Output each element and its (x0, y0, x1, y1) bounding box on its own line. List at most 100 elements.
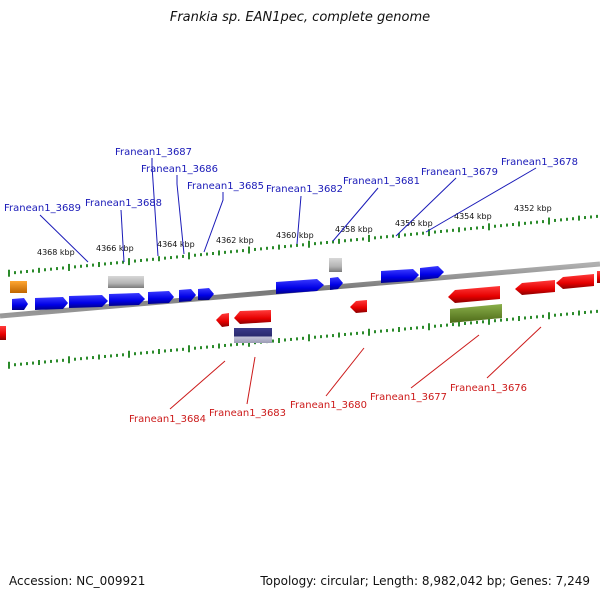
major-tick (248, 246, 250, 254)
major-tick (308, 240, 310, 248)
minor-tick (500, 224, 502, 228)
minor-tick (500, 318, 502, 322)
gene-label[interactable]: Franean1_3685 (187, 181, 264, 192)
minor-tick (26, 269, 28, 273)
gene-label[interactable]: Franean1_3680 (290, 400, 367, 411)
minor-tick (38, 360, 40, 366)
minor-tick (74, 265, 76, 269)
minor-tick (140, 258, 142, 262)
gene-label[interactable]: Franean1_3689 (4, 203, 81, 214)
minor-tick (470, 227, 472, 231)
leader-line (120, 209, 125, 263)
leader-line (176, 175, 185, 255)
minor-tick (518, 221, 520, 227)
minor-tick (446, 229, 448, 233)
minor-tick (218, 343, 220, 349)
navy-gene[interactable] (234, 328, 272, 343)
gene-arrow-reverse[interactable] (515, 280, 555, 295)
gene-label[interactable]: Franean1_3677 (370, 392, 447, 403)
minor-tick (560, 218, 562, 222)
gene-arrow-forward[interactable] (69, 295, 108, 308)
gene-arrow-forward[interactable] (179, 289, 196, 302)
gene-arrow-reverse[interactable] (597, 271, 600, 283)
leader-line (151, 158, 159, 257)
minor-tick (50, 359, 52, 363)
gene-arrow-reverse[interactable] (216, 313, 229, 327)
minor-tick (272, 246, 274, 250)
minor-tick (32, 269, 34, 273)
gene-arrow-reverse[interactable] (448, 286, 500, 303)
gene-arrow-reverse[interactable] (556, 274, 594, 289)
olive-gene[interactable] (450, 304, 502, 323)
minor-tick (530, 315, 532, 319)
gene-arrow-forward[interactable] (420, 266, 444, 280)
minor-tick (206, 345, 208, 349)
minor-tick (152, 257, 154, 261)
minor-tick (230, 250, 232, 254)
gene-label[interactable]: Franean1_3681 (343, 176, 420, 187)
gene-arrow-forward[interactable] (330, 277, 343, 290)
minor-tick (200, 253, 202, 257)
minor-tick (20, 270, 22, 274)
minor-tick (56, 267, 58, 271)
minor-tick (494, 319, 496, 323)
gene-arrow-forward[interactable] (35, 297, 68, 310)
gene-arrow-forward[interactable] (381, 269, 419, 283)
minor-tick (362, 237, 364, 241)
ruler-label: 4366 kbp (96, 244, 134, 253)
gene-arrow-forward[interactable] (12, 298, 28, 310)
gene-label[interactable]: Franean1_3686 (141, 164, 218, 175)
top-tick-track (8, 214, 598, 277)
minor-tick (170, 348, 172, 352)
minor-tick (518, 316, 520, 322)
minor-tick (74, 357, 76, 361)
pseudo-gene[interactable] (108, 276, 144, 288)
minor-tick (524, 221, 526, 225)
minor-tick (38, 267, 40, 273)
minor-tick (254, 247, 256, 251)
minor-tick (260, 247, 262, 251)
leader-line (325, 347, 365, 397)
minor-tick (464, 321, 466, 325)
minor-tick (62, 266, 64, 270)
pseudo-gene[interactable] (329, 258, 342, 272)
gene-label[interactable]: Franean1_3682 (266, 184, 343, 195)
gene-label[interactable]: Franean1_3683 (209, 408, 286, 419)
gene-arrow-forward[interactable] (109, 293, 145, 306)
minor-tick (284, 245, 286, 249)
minor-tick (116, 261, 118, 265)
minor-tick (44, 360, 46, 364)
gene-label[interactable]: Franean1_3684 (129, 414, 206, 425)
minor-tick (236, 249, 238, 253)
gene-arrow-forward[interactable] (198, 288, 214, 300)
minor-tick (554, 313, 556, 317)
gene-arrow-forward[interactable] (148, 291, 174, 304)
minor-tick (272, 339, 274, 343)
leader-line (410, 334, 480, 389)
major-tick (68, 263, 70, 271)
minor-tick (326, 334, 328, 338)
gene-label[interactable]: Franean1_3687 (115, 147, 192, 158)
gene-arrow-forward[interactable] (276, 279, 324, 294)
major-tick (428, 229, 430, 237)
minor-tick (416, 326, 418, 330)
gene-label[interactable]: Franean1_3679 (421, 167, 498, 178)
minor-tick (314, 335, 316, 339)
minor-tick (164, 349, 166, 353)
orange-gene[interactable] (10, 281, 27, 293)
minor-tick (374, 330, 376, 334)
gene-label[interactable]: Franean1_3676 (450, 383, 527, 394)
gene-label[interactable]: Franean1_3688 (85, 198, 162, 209)
minor-tick (404, 327, 406, 331)
minor-tick (320, 241, 322, 245)
minor-tick (80, 264, 82, 268)
gene-arrow-reverse[interactable] (234, 310, 271, 324)
major-tick (548, 217, 550, 225)
minor-tick (278, 244, 280, 250)
gene-arrow-reverse[interactable] (0, 326, 6, 340)
gene-arrow-reverse[interactable] (350, 300, 367, 313)
minor-tick (98, 262, 100, 268)
minor-tick (512, 223, 514, 227)
minor-tick (194, 346, 196, 350)
gene-label[interactable]: Franean1_3678 (501, 157, 578, 168)
